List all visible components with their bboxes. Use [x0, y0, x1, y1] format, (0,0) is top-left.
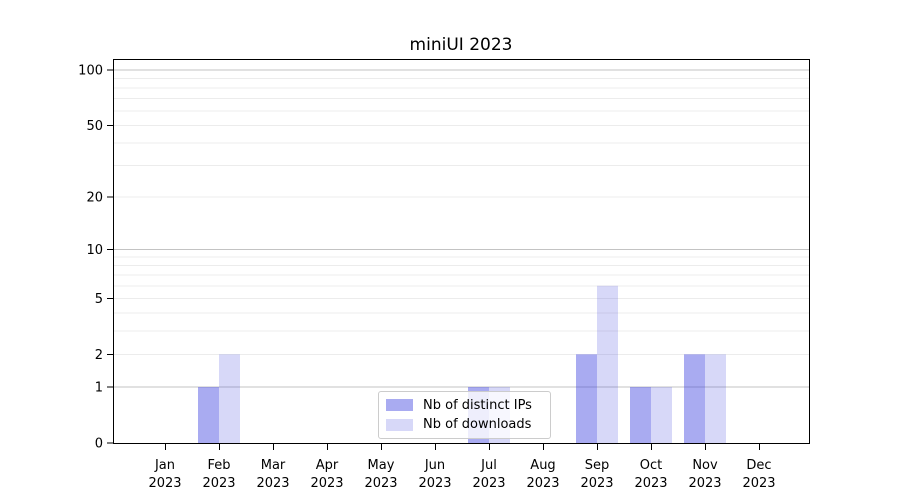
x-tick-label-year: 2023	[148, 476, 181, 491]
legend-label: Nb of downloads	[423, 417, 532, 433]
legend-item: Nb of distinct IPs	[386, 396, 550, 415]
legend-item: Nb of downloads	[386, 415, 550, 434]
x-tick-label-month: Jun	[424, 458, 445, 473]
x-tick-label-year: 2023	[526, 476, 559, 491]
legend: Nb of distinct IPs Nb of downloads	[378, 391, 551, 439]
x-tick-label-year: 2023	[742, 476, 775, 491]
x-tick-label-year: 2023	[688, 476, 721, 491]
y-tick-label: 0	[95, 437, 103, 452]
x-tick-label-year: 2023	[364, 476, 397, 491]
x-tick-label-year: 2023	[256, 476, 289, 491]
y-tick-label: 5	[95, 292, 103, 307]
x-tick-label-month: Nov	[692, 458, 718, 473]
bar-distinct-ips	[576, 354, 597, 443]
y-tick-label: 20	[86, 191, 103, 206]
y-tick-label: 1	[95, 381, 103, 396]
x-tick-label-month: Apr	[316, 458, 339, 473]
legend-swatch-icon	[386, 418, 413, 431]
x-tick-label-month: Jan	[154, 458, 175, 473]
y-tick-label: 50	[86, 119, 103, 134]
bar-distinct-ips	[630, 387, 651, 443]
bar-distinct-ips	[198, 387, 219, 443]
x-tick-label-month: Sep	[585, 458, 610, 473]
x-tick-label-year: 2023	[310, 476, 343, 491]
x-tick-label-month: Mar	[261, 458, 286, 473]
x-tick-label-month: May	[368, 458, 395, 473]
x-tick-label-month: Jul	[480, 458, 497, 473]
y-tick-label: 2	[95, 348, 103, 363]
bar-downloads	[597, 285, 618, 443]
chart-title: miniUI 2023	[409, 35, 513, 55]
legend-swatch-icon	[386, 399, 413, 412]
y-tick-label: 10	[86, 243, 103, 258]
legend-label: Nb of distinct IPs	[423, 397, 532, 413]
x-tick-label-year: 2023	[634, 476, 667, 491]
x-tick-label-month: Feb	[207, 458, 230, 473]
x-tick-label-month: Dec	[746, 458, 771, 473]
bar-downloads	[651, 387, 672, 443]
y-tick-label: 100	[78, 64, 103, 79]
x-tick-label-month: Oct	[640, 458, 662, 473]
x-tick-label-year: 2023	[472, 476, 505, 491]
plot-border	[113, 59, 810, 444]
bar-downloads	[705, 354, 726, 443]
x-tick-label-month: Aug	[530, 458, 555, 473]
x-tick-label-year: 2023	[418, 476, 451, 491]
bar-distinct-ips	[684, 354, 705, 443]
bar-downloads	[219, 354, 240, 443]
x-tick-label-year: 2023	[580, 476, 613, 491]
x-tick-label-year: 2023	[202, 476, 235, 491]
